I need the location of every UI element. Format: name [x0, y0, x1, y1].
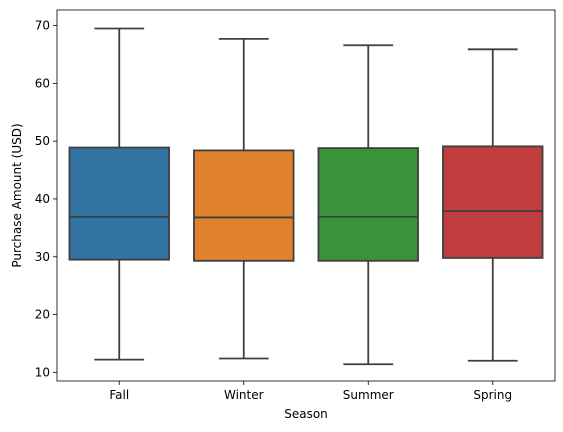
y-tick-label: 60 — [35, 76, 50, 90]
y-tick-label: 50 — [35, 134, 50, 148]
y-axis-label: Purchase Amount (USD) — [10, 123, 24, 267]
y-tick-label: 70 — [35, 19, 50, 33]
iqr-box-spring — [442, 145, 544, 259]
x-tick-label: Summer — [343, 388, 394, 402]
y-tick-label: 20 — [35, 308, 50, 322]
y-tick-label: 30 — [35, 250, 50, 264]
y-tick-label: 10 — [35, 365, 50, 379]
plot-frame — [56, 9, 556, 382]
x-tick-label: Fall — [109, 388, 129, 402]
x-axis-label: Season — [284, 407, 328, 421]
y-axis: 10 20 30 40 50 60 70 — [35, 19, 57, 379]
iqr-box-fall — [68, 146, 170, 261]
box-spring — [442, 48, 544, 362]
boxes-layer — [68, 27, 544, 366]
box-summer — [317, 44, 419, 366]
box-winter — [193, 37, 295, 360]
box-fall — [68, 27, 170, 361]
x-axis: Fall Winter Summer Spring — [109, 381, 512, 402]
iqr-box-winter — [193, 149, 295, 262]
iqr-box-summer — [317, 147, 419, 262]
x-tick-label: Spring — [473, 388, 512, 402]
x-tick-label: Winter — [224, 388, 264, 402]
y-tick-label: 40 — [35, 192, 50, 206]
